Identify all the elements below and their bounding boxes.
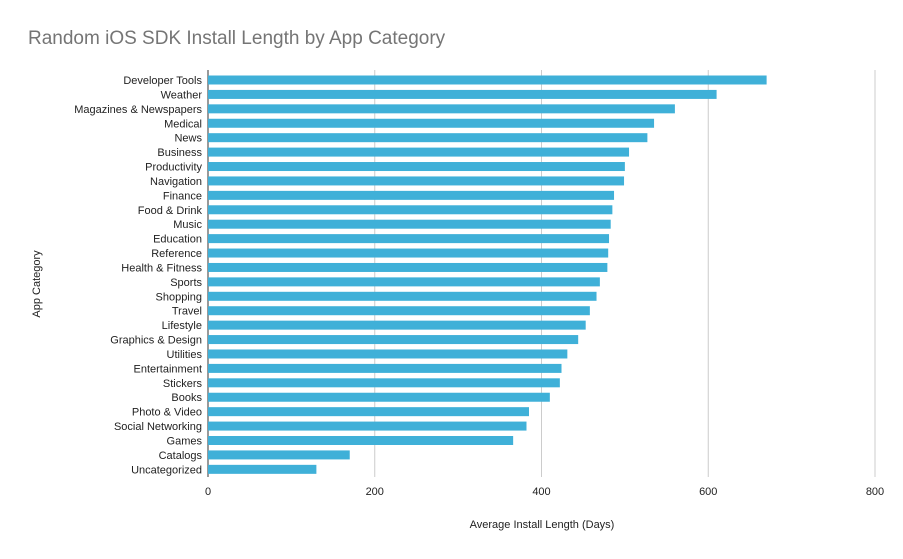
x-axis-title: Average Install Length (Days): [470, 519, 615, 531]
bar: [208, 190, 615, 200]
x-tick-label: 800: [866, 486, 884, 498]
bar: [208, 104, 675, 114]
bar: [208, 436, 514, 445]
bar: [208, 291, 597, 301]
category-label: Navigation: [150, 176, 202, 188]
category-label: Utilities: [167, 349, 203, 361]
bar: [208, 147, 630, 157]
x-tick-label: 0: [205, 486, 211, 498]
category-label: Graphics & Design: [110, 335, 202, 347]
bar: [208, 162, 625, 172]
bar: [208, 248, 609, 258]
category-label: Shopping: [156, 291, 203, 303]
x-tick-labels: 0 200 400 600 800: [205, 486, 884, 498]
bar: [208, 89, 717, 99]
category-label: Business: [157, 147, 202, 159]
bar: [208, 378, 560, 388]
bar: [208, 407, 529, 417]
category-label: Sports: [170, 277, 202, 289]
category-label: Education: [153, 234, 202, 246]
bar: [208, 262, 608, 272]
bar: [208, 421, 527, 431]
category-label: Uncategorized: [131, 464, 202, 476]
bar: [208, 234, 610, 244]
chart-title: Random iOS SDK Install Length by App Cat…: [28, 28, 446, 49]
x-tick-label: 200: [366, 486, 384, 498]
bar: [208, 176, 625, 186]
bar: [208, 450, 350, 460]
bar: [208, 118, 655, 128]
category-label: Photo & Video: [132, 407, 202, 419]
bar: [208, 464, 317, 474]
bar: [208, 277, 600, 287]
category-label: Magazines & Newspapers: [74, 104, 202, 116]
category-label: Stickers: [163, 378, 203, 390]
bar: [208, 205, 613, 215]
category-label: Productivity: [145, 162, 202, 174]
category-labels: Developer Tools Weather Magazines & Newspa…: [74, 75, 202, 476]
category-label: Entertainment: [134, 363, 202, 375]
category-label: Finance: [163, 190, 202, 202]
y-axis-title: App Category: [31, 250, 43, 318]
category-label: Games: [167, 436, 203, 448]
category-label: Weather: [161, 89, 203, 101]
bar: [208, 75, 767, 85]
category-label: Travel: [172, 306, 202, 318]
x-tick-label: 400: [532, 486, 550, 498]
bar: [208, 335, 579, 345]
category-label: Food & Drink: [138, 205, 203, 217]
category-label: Catalogs: [159, 450, 203, 462]
bar: [208, 219, 611, 229]
category-label: News: [174, 133, 202, 145]
category-label: Social Networking: [114, 421, 202, 433]
bar: [208, 320, 586, 330]
category-label: Developer Tools: [123, 75, 202, 87]
x-tick-label: 600: [699, 486, 717, 498]
bar: [208, 306, 590, 316]
bar: [208, 133, 648, 143]
bar: [208, 392, 550, 402]
category-label: Music: [173, 219, 202, 231]
category-label: Lifestyle: [162, 320, 202, 332]
bars: [208, 75, 767, 474]
category-label: Reference: [151, 248, 202, 260]
category-label: Books: [171, 392, 202, 404]
bar: [208, 349, 568, 359]
category-label: Health & Fitness: [121, 262, 202, 274]
bar: [208, 363, 562, 373]
category-label: Medical: [164, 118, 202, 130]
